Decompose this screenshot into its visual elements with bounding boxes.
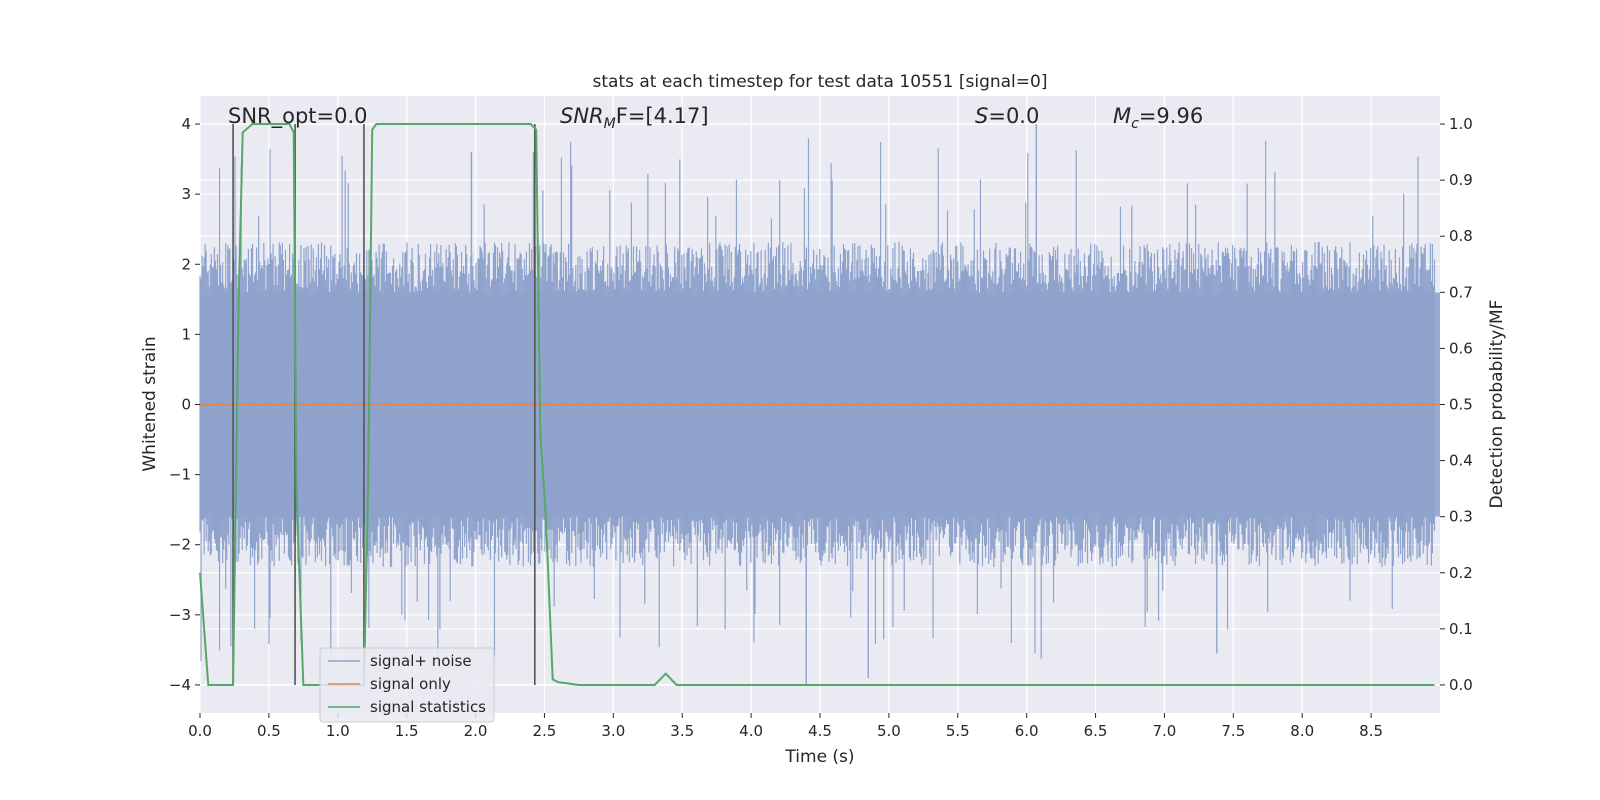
x-tick-label: 2.0 — [464, 722, 488, 740]
x-tick-label: 1.5 — [395, 722, 419, 740]
y-tick-label: −3 — [169, 606, 191, 624]
y2-tick-label: 0.2 — [1449, 564, 1473, 582]
legend-label-signal: signal only — [370, 675, 451, 693]
annotation-mc-val: =9.96 — [1139, 104, 1203, 128]
y-tick-label: 0 — [181, 396, 191, 414]
legend: signal+ noise signal only signal statist… — [319, 647, 495, 723]
annotation-mc-sub: c — [1131, 116, 1139, 132]
y2-tick-label: 0.9 — [1449, 171, 1473, 189]
x-tick-label: 0.0 — [188, 722, 212, 740]
x-tick-label: 1.0 — [326, 722, 350, 740]
y-tick-label: 1 — [181, 325, 191, 343]
x-tick-label: 6.5 — [1084, 722, 1108, 740]
y2-tick-label: 0.0 — [1449, 676, 1473, 694]
x-tick-label: 5.0 — [877, 722, 901, 740]
noise-series — [199, 124, 1440, 685]
y2-tick-label: 0.4 — [1449, 452, 1473, 470]
annotation-s-var: S — [975, 104, 988, 128]
x-tick-label: 8.5 — [1359, 722, 1383, 740]
legend-label-stats: signal statistics — [370, 698, 486, 716]
x-tick-label: 5.5 — [946, 722, 970, 740]
x-tick-label: 4.5 — [808, 722, 832, 740]
annotation-snr-mf: SNRMF=[4.17] — [560, 104, 709, 132]
y2-tick-label: 0.7 — [1449, 283, 1473, 301]
y2-tick-label: 0.1 — [1449, 620, 1473, 638]
legend-label-noise: signal+ noise — [370, 652, 472, 670]
y2-tick-label: 1.0 — [1449, 115, 1473, 133]
y-tick-label: −1 — [169, 466, 191, 484]
annotation-mc: Mc=9.96 — [1113, 104, 1203, 132]
x-tick-label: 2.5 — [533, 722, 557, 740]
annotation-s-val: =0.0 — [988, 104, 1039, 128]
y-tick-label: −2 — [169, 536, 191, 554]
y2-tick-label: 0.3 — [1449, 508, 1473, 526]
signal-statistics-line — [199, 123, 1435, 686]
x-tick-label: 4.0 — [739, 722, 763, 740]
annotation-snr-mf-base: SNR — [560, 104, 604, 128]
y-tick-label: −4 — [169, 676, 191, 694]
y2-tick-label: 0.8 — [1449, 227, 1473, 245]
x-tick-label: 3.5 — [670, 722, 694, 740]
y-tick-label: 2 — [181, 255, 191, 273]
annotation-snr-mf-sub: M — [604, 116, 616, 132]
y-tick-label: 4 — [181, 115, 191, 133]
y2-axis-label: Detection probability/MF — [1487, 300, 1507, 509]
x-tick-label: 6.0 — [1015, 722, 1039, 740]
chart-title: stats at each timestep for test data 105… — [593, 72, 1048, 92]
stats-series — [199, 123, 1435, 686]
x-tick-label: 3.0 — [601, 722, 625, 740]
y-tick-label: 3 — [181, 185, 191, 203]
x-axis-label: Time (s) — [784, 747, 854, 767]
x-tick-label: 0.5 — [257, 722, 281, 740]
y2-tick-label: 0.5 — [1449, 396, 1473, 414]
y2-tick-label: 0.6 — [1449, 339, 1473, 357]
ticks: 0.0 0.5 1.0 1.5 2.0 2.5 3.0 3.5 4.0 4.5 5.0 5.5 6.0 6… — [169, 115, 1473, 740]
y-axis-label: Whitened strain — [140, 336, 160, 471]
x-tick-label: 7.5 — [1221, 722, 1245, 740]
x-tick-label: 7.0 — [1153, 722, 1177, 740]
annotation-snr-opt: SNR_opt=0.0 — [228, 104, 368, 129]
legend-box — [319, 647, 495, 723]
x-tick-label: 8.0 — [1290, 722, 1314, 740]
annotation-mc-base: M — [1113, 104, 1131, 128]
annotation-s: S=0.0 — [975, 104, 1039, 128]
annotation-snr-mf-rest: F=[4.17] — [616, 104, 709, 128]
